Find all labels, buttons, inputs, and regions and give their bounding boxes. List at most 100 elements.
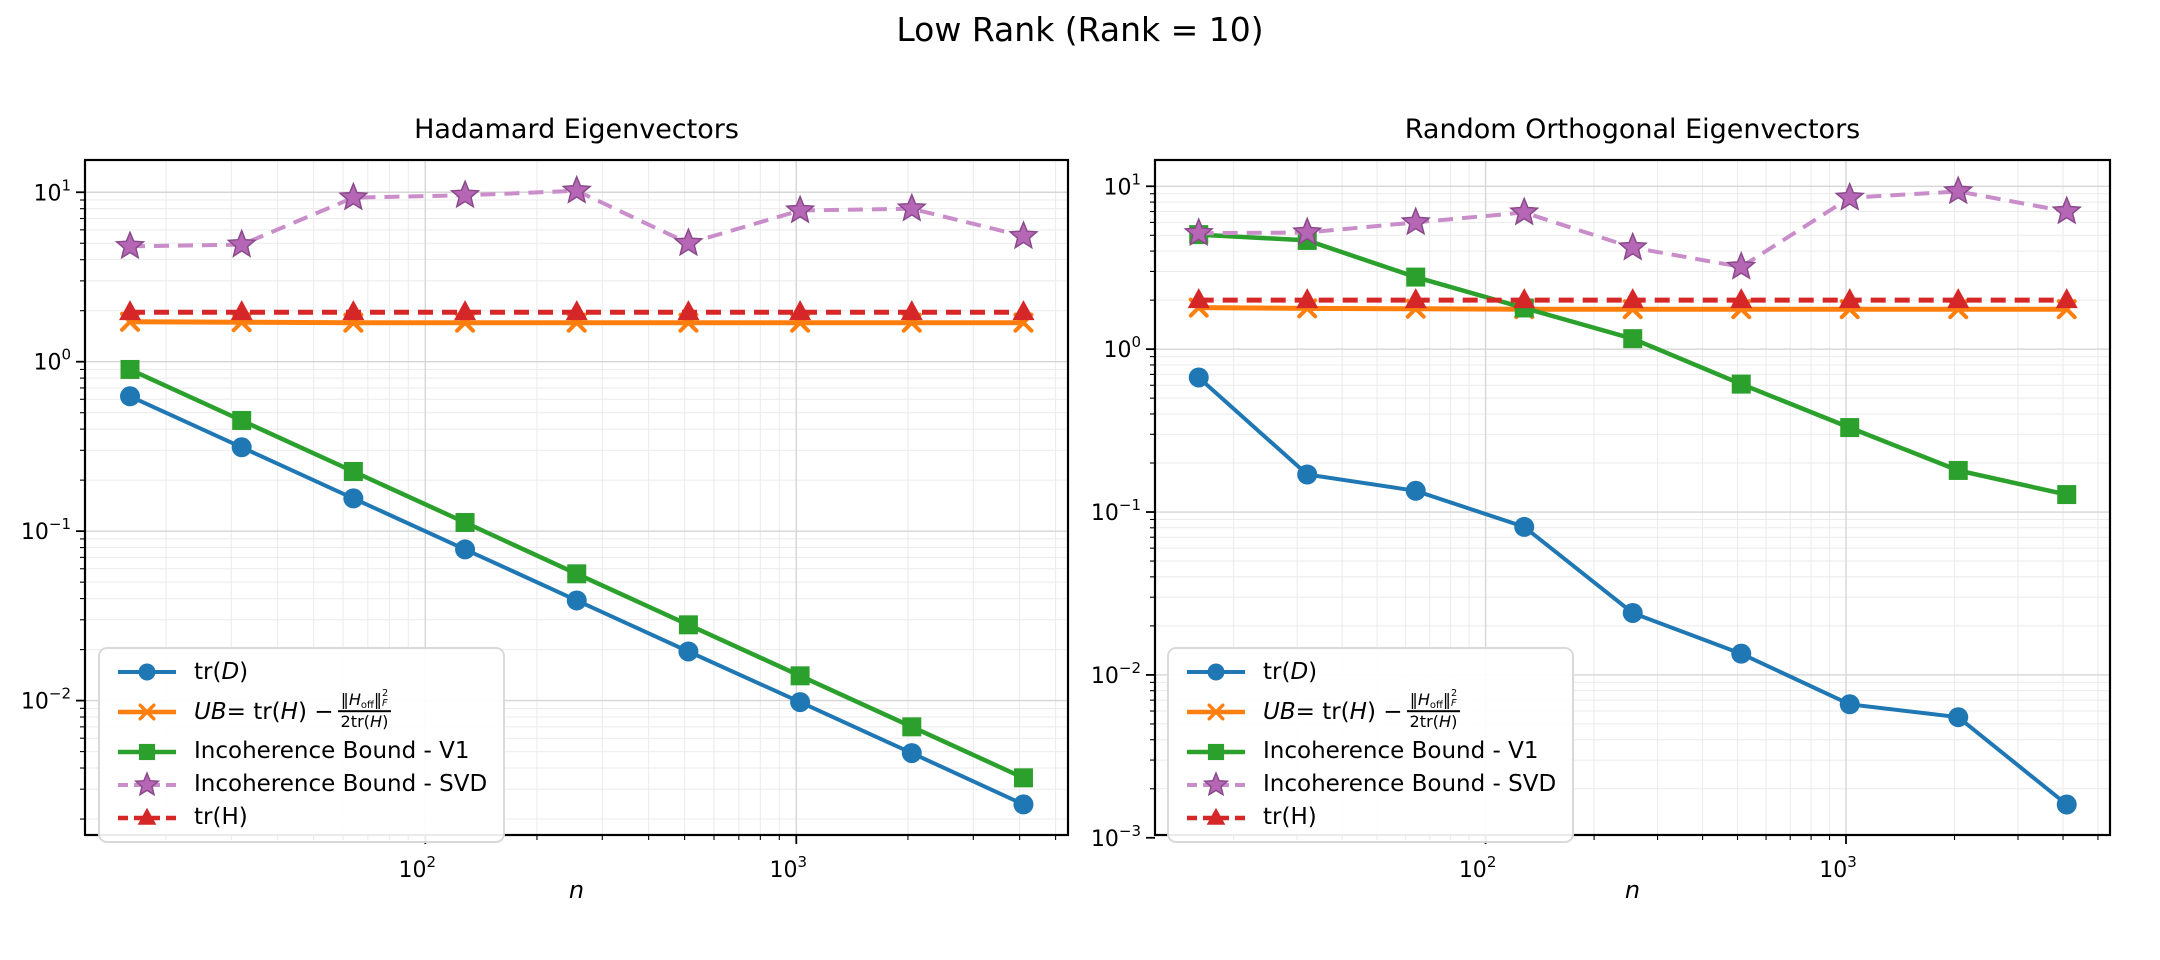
- plot-title-random-orthogonal: Random Orthogonal Eigenvectors: [1404, 114, 1861, 145]
- legend-label-tr-H: tr(H): [194, 804, 248, 830]
- legend-text: ) −: [297, 698, 334, 725]
- axis-ticks: 102 103 101 100 10−1 10−2 10−3: [1091, 170, 2099, 883]
- legend-item-tr-D: tr(D): [1185, 658, 1556, 686]
- legend-text: H: [280, 698, 298, 725]
- legend-text: H: [369, 712, 383, 732]
- svg-text:103: 103: [1819, 853, 1857, 883]
- legend-label-incoherence-v1: Incoherence Bound - V1: [194, 738, 469, 764]
- legend-text: 2tr(: [1409, 712, 1439, 732]
- legend-text: tr(H): [1263, 804, 1317, 831]
- legend-label-tr-D: tr(D): [194, 659, 248, 685]
- series-tr-D: [1188, 367, 2077, 815]
- plot-title-hadamard: Hadamard Eigenvectors: [414, 114, 739, 145]
- legend-text: tr(H): [194, 804, 248, 831]
- svg-text:10−2: 10−2: [21, 685, 71, 715]
- plot-0: 102 103 101 100 10−1 10−2: [21, 158, 1070, 883]
- legend-label-incoherence-svd: Incoherence Bound - SVD: [1263, 771, 1556, 797]
- legend-swatch-square-icon: [118, 743, 176, 760]
- legend-item-tr-H: tr(H): [1185, 804, 1556, 832]
- svg-text:102: 102: [1459, 853, 1497, 883]
- legend-text: ‖: [1442, 690, 1451, 710]
- series-incoherence-svd: [114, 174, 1039, 260]
- legend-text: ‖: [340, 690, 349, 710]
- legend-item-incoherence-svd: Incoherence Bound - SVD: [1185, 770, 1556, 799]
- legend-item-tr-H: tr(H): [116, 804, 487, 832]
- legend-text: H: [1349, 698, 1367, 725]
- legend-text: = tr(: [1295, 698, 1350, 725]
- legend-swatch-circle-icon: [118, 663, 176, 681]
- legend-swatch-star-icon: [1187, 770, 1245, 796]
- legend-text: Incoherence Bound - V1: [1263, 738, 1539, 765]
- legend-text: ‖: [1409, 690, 1418, 710]
- legend-text: H: [1438, 712, 1452, 732]
- series-incoherence-svd: [1183, 175, 2083, 280]
- plot-frame: [83, 158, 1070, 837]
- legend-text: ): [1451, 712, 1458, 732]
- legend-item-tr-D: tr(D): [116, 658, 487, 686]
- x-axis-label-left: n: [568, 876, 585, 904]
- legend-text: H: [348, 690, 361, 710]
- svg-text:10−3: 10−3: [1091, 822, 1141, 852]
- figure-suptitle: Low Rank (Rank = 10): [896, 10, 1264, 49]
- legend-swatch-square-icon: [1187, 743, 1245, 760]
- legend-item-incoherence-v1: Incoherence Bound - V1: [1185, 738, 1556, 766]
- legend-text: = tr(: [226, 698, 281, 725]
- svg-text:100: 100: [1103, 333, 1141, 363]
- legend-text: H: [1417, 690, 1430, 710]
- x-axis-label-right: n: [1624, 876, 1641, 904]
- svg-text:103: 103: [770, 853, 808, 883]
- svg-text:101: 101: [1103, 170, 1141, 200]
- plot-frame: [1153, 158, 2112, 837]
- svg-text:102: 102: [399, 853, 437, 883]
- legend-text: off: [1429, 700, 1443, 712]
- legend-text: ): [1308, 658, 1318, 685]
- legend-text: tr(: [1263, 658, 1291, 685]
- legend-text: 2tr(: [340, 712, 370, 732]
- legend-text: ‖: [373, 690, 382, 710]
- legend-text: Incoherence Bound - V1: [194, 738, 470, 765]
- legend-text: ) −: [1366, 698, 1403, 725]
- svg-text:10−1: 10−1: [21, 515, 71, 545]
- svg-text:10−1: 10−1: [1091, 496, 1141, 526]
- legend-label-incoherence-svd: Incoherence Bound - SVD: [194, 771, 487, 797]
- legend-text: ): [239, 658, 249, 685]
- grid: [85, 160, 1068, 835]
- legend-text: D: [1290, 658, 1309, 685]
- legend-text: UB: [194, 698, 227, 725]
- legend-label-incoherence-v1: Incoherence Bound - V1: [1263, 738, 1538, 764]
- legend-item-incoherence-v1: Incoherence Bound - V1: [116, 738, 487, 766]
- legend-text: tr(: [194, 658, 222, 685]
- svg-text:101: 101: [33, 176, 71, 206]
- series-tr-D: [120, 386, 1034, 815]
- series-incoherence-v1: [120, 359, 1033, 788]
- legend-text: Incoherence Bound - SVD: [194, 771, 488, 798]
- legend-item-incoherence-svd: Incoherence Bound - SVD: [116, 770, 487, 799]
- svg-text:100: 100: [33, 346, 71, 376]
- legend-swatch-star-icon: [118, 770, 176, 796]
- legend-swatch-x-icon: [118, 703, 176, 721]
- svg-text:10−2: 10−2: [1091, 659, 1141, 689]
- legend-text: ): [382, 712, 389, 732]
- legend-text: UB: [1263, 698, 1296, 725]
- legend-label-tr-D: tr(D): [1263, 659, 1317, 685]
- legend-swatch-triangle-icon: [118, 807, 176, 825]
- series-tr-H: [1187, 288, 2078, 309]
- legend-text: D: [221, 658, 240, 685]
- legend-swatch-triangle-icon: [1187, 807, 1245, 825]
- legend-text: off: [360, 700, 374, 712]
- legend-text: Incoherence Bound - SVD: [1263, 771, 1557, 798]
- legend-label-tr-H: tr(H): [1263, 804, 1317, 830]
- legend-swatch-circle-icon: [1187, 663, 1245, 681]
- series-tr-H: [119, 300, 1035, 321]
